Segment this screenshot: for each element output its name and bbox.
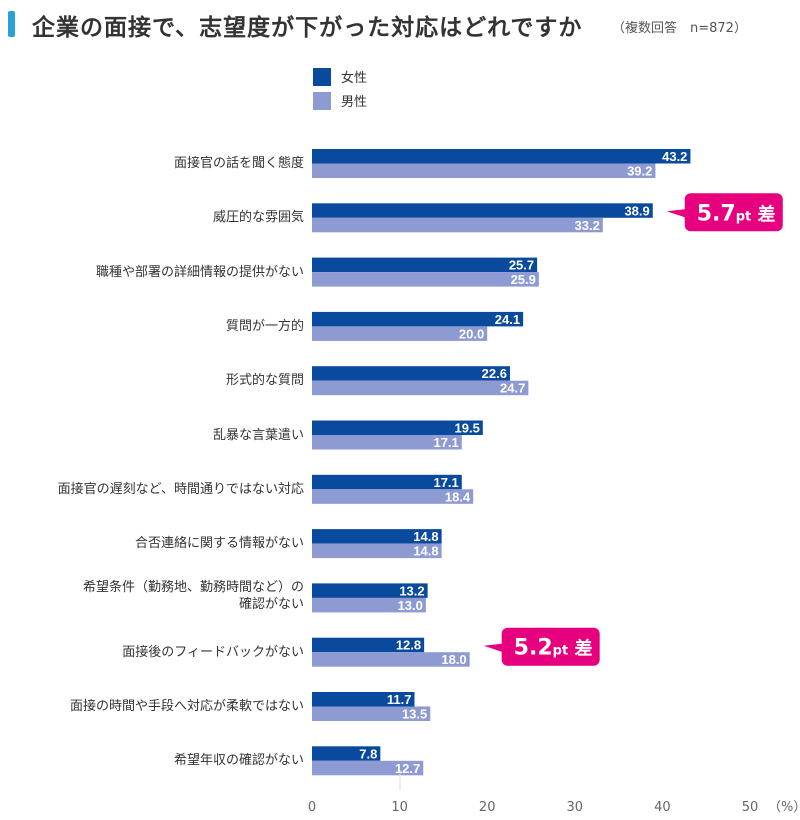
legend-female: 女性 xyxy=(313,67,367,86)
bar-female xyxy=(312,420,483,435)
bar-male xyxy=(312,760,424,776)
category-label: 乱暴な言葉遣い xyxy=(212,427,304,443)
category-label: 面接官の遅刻など、時間通りではない対応 xyxy=(57,481,304,497)
bar-male xyxy=(312,217,603,233)
data-label: 20.0 xyxy=(459,326,484,341)
legend-male: 男性 xyxy=(313,91,367,110)
x-unit-label: （%） xyxy=(768,800,800,815)
bar-female xyxy=(312,583,428,598)
data-label: 22.6 xyxy=(482,366,507,381)
bar-male xyxy=(312,543,442,559)
bar-female xyxy=(312,529,442,544)
data-label: 17.1 xyxy=(433,475,458,490)
data-label: 14.8 xyxy=(413,529,438,544)
data-label: 24.7 xyxy=(500,381,525,396)
data-label: 13.5 xyxy=(402,707,427,722)
legend-swatch-male xyxy=(313,91,331,110)
category-label: 面接後のフィードバックがない xyxy=(122,644,304,660)
callout-text: 5.2pt 差 xyxy=(514,636,593,661)
data-label: 13.2 xyxy=(399,583,424,598)
legend-swatch-female xyxy=(313,67,331,86)
category-label: 威圧的な雰囲気 xyxy=(212,210,304,226)
bar-male xyxy=(312,163,656,178)
bar-female xyxy=(312,257,538,273)
x-tick-label: 10 xyxy=(391,800,408,815)
category-label: 質問が一方的 xyxy=(225,318,304,334)
bar-male xyxy=(312,706,431,721)
x-tick-label: 50 xyxy=(742,800,759,815)
data-label: 13.0 xyxy=(398,598,423,613)
difference-callout: 5.2pt 差 xyxy=(483,627,600,666)
difference-callout: 5.7pt 差 xyxy=(666,193,783,232)
bar-male xyxy=(312,435,462,450)
x-tick-label: 20 xyxy=(479,800,496,815)
category-label: 希望年収の確認がない xyxy=(173,753,304,769)
data-label: 19.5 xyxy=(455,421,480,436)
chart-subtitle: （複数回答 n=872） xyxy=(612,21,747,36)
data-label: 43.2 xyxy=(662,149,687,164)
bar-male xyxy=(312,380,529,396)
category-label: 面接官の話を聞く態度 xyxy=(173,156,304,171)
x-tick-label: 30 xyxy=(567,800,584,815)
data-label: 17.1 xyxy=(433,435,458,450)
bar-male xyxy=(312,489,474,504)
category-label: 面接の時間や手段へ対応が柔軟ではない xyxy=(69,699,304,714)
data-label: 24.1 xyxy=(495,312,520,327)
data-label: 18.4 xyxy=(445,489,471,504)
bar-female xyxy=(312,692,415,707)
bar-female xyxy=(312,203,653,218)
category-label: 希望条件（勤務地、勤務時間など）の 確認がない xyxy=(82,580,304,613)
callout-text: 5.7pt 差 xyxy=(697,201,776,226)
callout-bubble xyxy=(483,627,600,666)
data-label: 12.7 xyxy=(395,761,420,776)
data-label: 14.8 xyxy=(413,544,438,559)
data-label: 38.9 xyxy=(624,203,649,218)
legend-label-female: 女性 xyxy=(341,71,368,86)
data-label: 33.2 xyxy=(575,218,600,233)
legend-label-male: 男性 xyxy=(341,95,368,110)
callout-bubble xyxy=(666,193,783,232)
data-label: 18.0 xyxy=(441,652,466,667)
data-label: 25.9 xyxy=(511,272,536,287)
bar-female xyxy=(312,366,510,381)
data-label: 25.7 xyxy=(509,258,534,273)
data-label: 11.7 xyxy=(387,692,412,707)
chart-title: 企業の面接で、志望度が下がった対応はどれですか xyxy=(32,15,583,41)
bar-female xyxy=(312,746,381,761)
bar-male xyxy=(312,272,539,287)
title-accent-bar xyxy=(8,11,15,37)
x-tick-label: 0 xyxy=(308,800,316,815)
bar-female xyxy=(312,637,425,653)
data-label: 39.2 xyxy=(627,164,652,179)
data-label: 12.8 xyxy=(396,638,421,653)
category-label: 職種や部署の詳細情報の提供がない xyxy=(95,264,304,280)
bar-female xyxy=(312,311,524,327)
bar-male xyxy=(312,652,470,667)
bar-female xyxy=(312,474,462,490)
bar-male xyxy=(312,326,488,341)
category-label: 合否連絡に関する情報がない xyxy=(134,536,304,552)
bar-male xyxy=(312,597,426,613)
category-label: 形式的な質問 xyxy=(225,373,304,389)
data-label: 7.8 xyxy=(359,746,377,761)
bar-female xyxy=(312,149,691,164)
x-tick-label: 40 xyxy=(654,800,671,815)
